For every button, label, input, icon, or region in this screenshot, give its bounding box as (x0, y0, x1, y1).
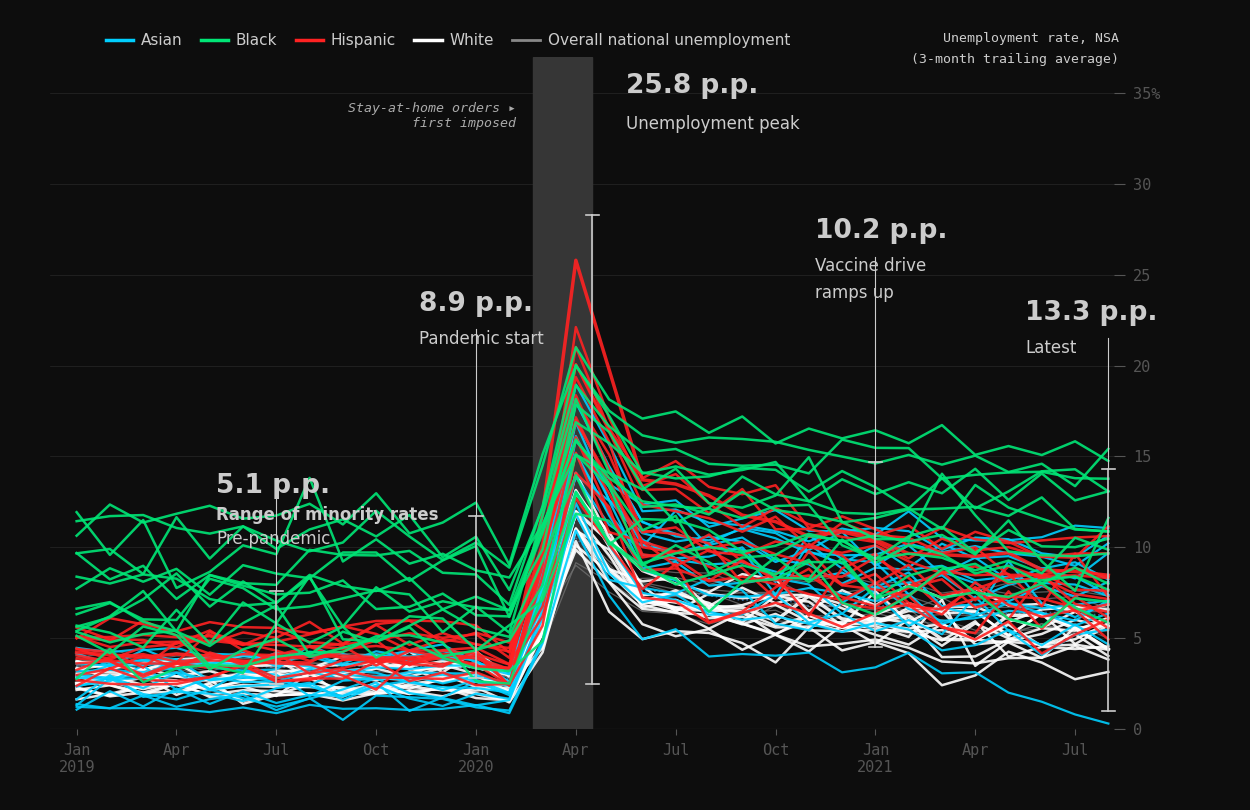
Text: (3-month trailing average): (3-month trailing average) (911, 53, 1119, 66)
Text: 8.9 p.p.: 8.9 p.p. (420, 291, 534, 317)
Legend: Asian, Black, Hispanic, White, Overall national unemployment: Asian, Black, Hispanic, White, Overall n… (100, 28, 796, 54)
Text: Stay-at-home orders ▸
     first imposed: Stay-at-home orders ▸ first imposed (348, 102, 516, 130)
Text: Unemployment peak: Unemployment peak (626, 115, 800, 134)
Text: 10.2 p.p.: 10.2 p.p. (815, 219, 948, 245)
Bar (532, 57, 592, 729)
Text: ramps up: ramps up (815, 284, 894, 302)
Text: Latest: Latest (1025, 339, 1076, 357)
Text: Vaccine drive: Vaccine drive (815, 257, 926, 275)
Text: 5.1 p.p.: 5.1 p.p. (216, 473, 330, 499)
Text: Unemployment rate, NSA: Unemployment rate, NSA (942, 32, 1119, 45)
Text: Pandemic start: Pandemic start (420, 330, 544, 347)
Text: 25.8 p.p.: 25.8 p.p. (626, 73, 759, 99)
Text: 13.3 p.p.: 13.3 p.p. (1025, 301, 1158, 326)
Text: Pre-pandemic: Pre-pandemic (216, 530, 331, 548)
Text: Range of minority rates: Range of minority rates (216, 506, 439, 524)
